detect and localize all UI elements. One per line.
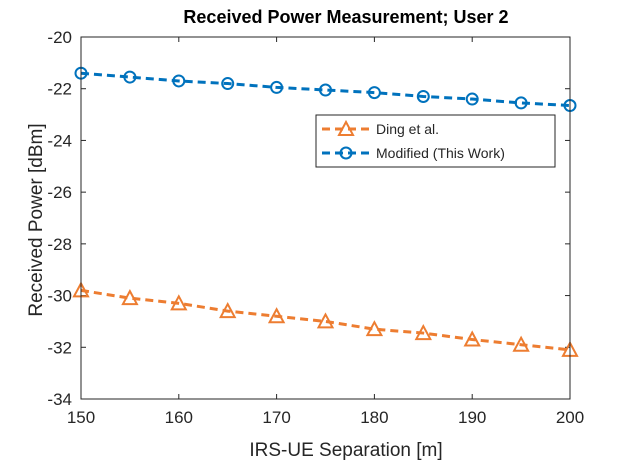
series-point-0-3 xyxy=(219,301,237,319)
series-point-1-3 xyxy=(221,77,235,91)
series-point-1-9 xyxy=(514,96,528,110)
series-point-0-2 xyxy=(170,294,188,311)
y-tick-label: -32 xyxy=(47,338,72,357)
series-point-0-7 xyxy=(414,323,432,341)
y-tick-label: -24 xyxy=(47,131,72,150)
series-point-0-9 xyxy=(512,335,530,352)
x-tick-label: 180 xyxy=(360,408,388,427)
y-tick-label: -26 xyxy=(47,183,72,202)
x-tick-label: 190 xyxy=(458,408,486,427)
legend-box xyxy=(315,114,556,168)
legend-label-modified: Modified (This Work) xyxy=(376,145,505,161)
series-point-1-8 xyxy=(465,92,479,106)
plot-area xyxy=(81,37,570,399)
series-point-1-2 xyxy=(172,74,186,88)
series-line-1 xyxy=(80,71,571,108)
y-axis-label: Received Power [dBm] xyxy=(26,123,47,316)
x-axis-label: IRS-UE Separation [m] xyxy=(249,440,442,461)
series-point-0-1 xyxy=(121,289,139,306)
series-point-0-8 xyxy=(463,330,481,347)
x-tick-label: 160 xyxy=(165,408,193,427)
series-line-0 xyxy=(80,288,571,352)
plot-border xyxy=(80,36,571,400)
series-layer xyxy=(72,66,579,357)
y-tick-label: -20 xyxy=(47,28,72,47)
series-point-1-4 xyxy=(270,80,284,94)
tick-layer: 150 160 170 180 190 200 -20 -22 -24 -26 -28 -30 -32 -… xyxy=(47,28,584,427)
legend-label-ding: Ding et al. xyxy=(376,121,439,137)
series-point-0-4 xyxy=(267,307,286,324)
x-tick-label: 200 xyxy=(556,408,584,427)
x-tick-label: 150 xyxy=(67,408,95,427)
y-tick-label: -30 xyxy=(47,287,72,306)
y-tick-label: -22 xyxy=(47,80,72,99)
series-point-0-6 xyxy=(365,320,384,337)
series-point-1-6 xyxy=(367,86,381,100)
legend-marker-modified xyxy=(339,146,353,160)
chart-title: Received Power Measurement; User 2 xyxy=(183,7,508,27)
y-tick-label: -28 xyxy=(47,235,72,254)
series-point-1-1 xyxy=(123,70,137,84)
series-point-1-7 xyxy=(416,89,430,103)
series-point-0-5 xyxy=(316,312,335,329)
x-tick-label: 170 xyxy=(262,408,290,427)
series-point-1-5 xyxy=(319,83,332,97)
legend: Ding et al. Modified (This Work) xyxy=(315,114,556,168)
legend-marker-ding xyxy=(337,119,355,136)
y-tick-label: -34 xyxy=(47,390,72,409)
